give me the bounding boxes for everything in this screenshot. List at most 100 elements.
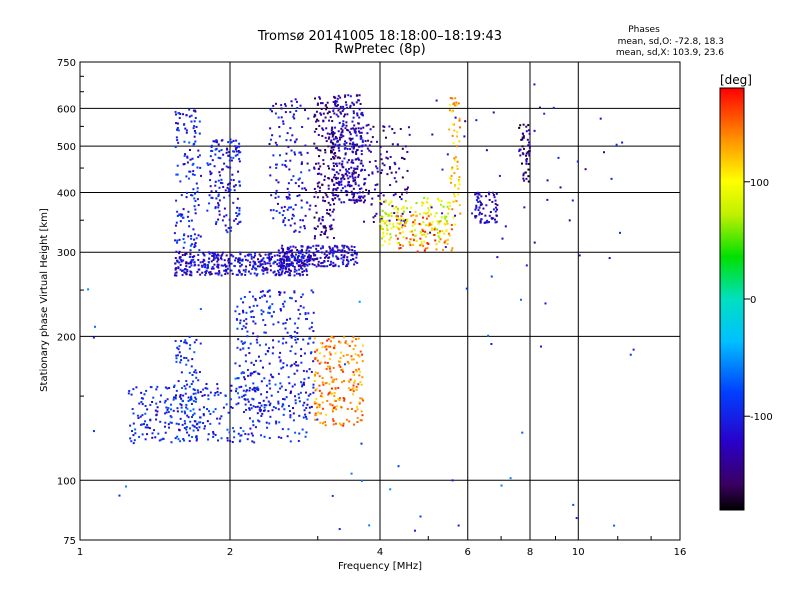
data-point [177, 380, 180, 383]
data-point [229, 398, 232, 401]
data-point [448, 234, 451, 237]
data-point [338, 528, 341, 531]
data-point [184, 254, 187, 257]
data-point [258, 408, 261, 411]
data-point [301, 428, 304, 431]
data-point [245, 408, 248, 411]
data-point [214, 433, 217, 436]
data-point [419, 244, 422, 247]
data-point [144, 420, 147, 423]
data-point [438, 232, 441, 235]
data-point [283, 255, 286, 258]
data-point [164, 421, 167, 424]
data-point [289, 317, 292, 320]
data-point [227, 154, 230, 157]
data-point [231, 441, 234, 444]
data-point [288, 382, 291, 385]
data-point [260, 313, 263, 316]
data-point [522, 174, 525, 177]
data-point [479, 204, 482, 207]
data-point [339, 181, 342, 184]
data-point [348, 131, 351, 134]
data-point [280, 104, 283, 107]
data-point [379, 201, 382, 204]
data-point [235, 211, 238, 214]
data-point [334, 100, 337, 103]
data-point [335, 408, 338, 411]
data-point [148, 427, 151, 430]
data-point [313, 375, 316, 378]
data-point [361, 397, 364, 400]
data-point [92, 336, 95, 339]
data-point [527, 124, 530, 127]
data-point [241, 342, 244, 345]
data-point [301, 253, 304, 256]
x-axis-label: Frequency [MHz] [338, 561, 422, 572]
data-point [334, 143, 337, 146]
data-point [335, 378, 338, 381]
data-point [290, 254, 293, 257]
data-point [332, 156, 335, 159]
data-point [190, 120, 193, 123]
data-point [268, 404, 271, 407]
data-point [332, 406, 335, 409]
data-point [229, 406, 232, 409]
data-point [189, 253, 192, 256]
data-point [332, 110, 335, 113]
data-point [262, 272, 265, 275]
data-point [448, 201, 451, 204]
data-point [254, 252, 257, 255]
data-point [236, 273, 239, 276]
data-point [193, 261, 196, 264]
data-point [423, 196, 426, 199]
data-point [568, 219, 571, 222]
data-point [416, 250, 419, 253]
data-point [352, 177, 355, 180]
data-point [336, 405, 339, 408]
data-point [190, 237, 193, 240]
data-point [290, 249, 293, 252]
data-point [349, 106, 352, 109]
data-point [256, 419, 259, 422]
data-point [353, 128, 356, 131]
data-point [475, 206, 478, 209]
data-point [352, 170, 355, 173]
data-point [390, 200, 393, 203]
data-point [216, 257, 219, 260]
data-point [433, 228, 436, 231]
data-point [322, 162, 325, 165]
data-point [525, 177, 528, 180]
data-point [311, 258, 314, 261]
data-point [229, 138, 232, 141]
data-point [349, 259, 352, 262]
data-point [197, 429, 200, 432]
data-point [141, 423, 144, 426]
data-point [328, 208, 331, 211]
data-point [216, 272, 219, 275]
data-point [329, 141, 332, 144]
data-point [363, 195, 366, 198]
data-point [175, 199, 178, 202]
data-point [185, 357, 188, 360]
data-point [360, 112, 363, 115]
data-point [282, 322, 285, 325]
data-point [287, 196, 290, 199]
data-point [178, 117, 181, 120]
data-point [343, 254, 346, 257]
data-point [346, 148, 349, 151]
data-point [347, 167, 350, 170]
data-point [290, 149, 293, 152]
data-point [134, 428, 137, 431]
data-point [219, 157, 222, 160]
data-point [226, 183, 229, 186]
data-point [229, 156, 232, 159]
data-point [350, 184, 353, 187]
data-point [319, 112, 322, 115]
data-point [295, 341, 298, 344]
data-point [342, 422, 345, 425]
data-point [236, 214, 239, 217]
data-point [265, 396, 268, 399]
data-point [310, 351, 313, 354]
data-point [321, 183, 324, 186]
